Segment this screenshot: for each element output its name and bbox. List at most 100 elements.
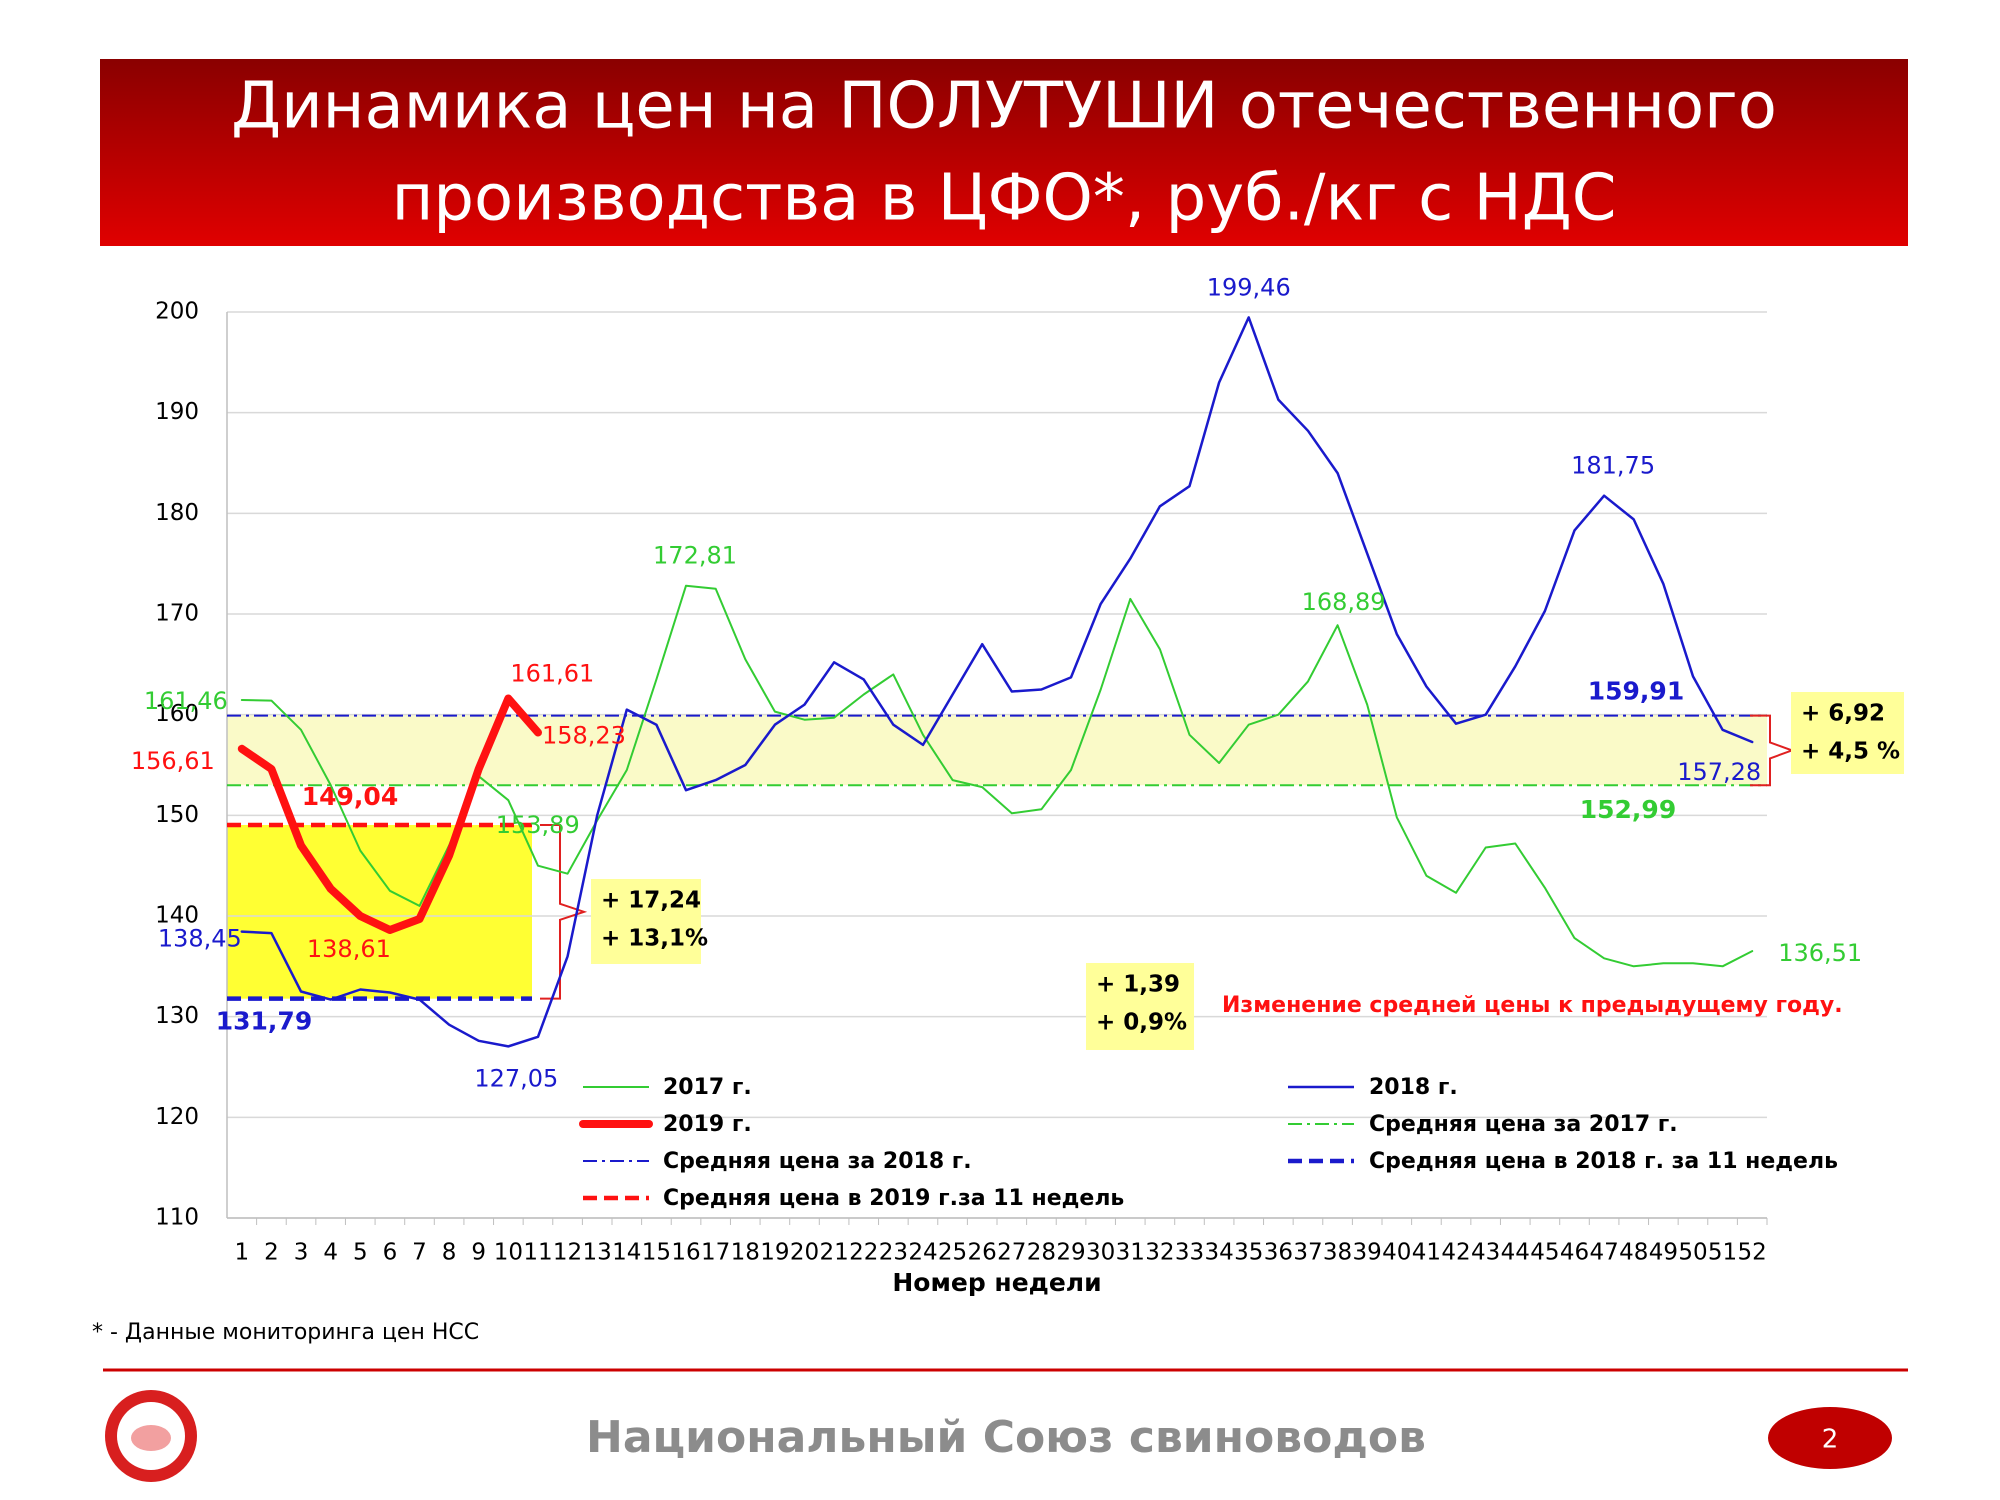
x-tick-label: 36 — [1264, 1240, 1293, 1266]
series-line — [240, 316, 1754, 1048]
x-tick-label: 21 — [819, 1240, 848, 1266]
x-tick-label: 41 — [1412, 1240, 1441, 1266]
x-tick-label: 7 — [412, 1240, 427, 1266]
change-box — [1791, 692, 1904, 774]
x-tick-label: 29 — [1056, 1240, 1085, 1266]
note: Изменение средней цены к предыдущему год… — [1222, 993, 1843, 1018]
x-tick-label: 4 — [323, 1240, 338, 1266]
y-tick-label: 140 — [155, 903, 199, 929]
short-average-band — [227, 824, 532, 999]
y-tick-label: 180 — [155, 500, 199, 526]
x-tick-label: 8 — [442, 1240, 457, 1266]
change-text: + 4,5 % — [1801, 739, 1900, 765]
change-box — [1086, 963, 1194, 1050]
x-tick-label: 15 — [642, 1240, 671, 1266]
x-tick-label: 51 — [1708, 1240, 1737, 1266]
x-tick-label: 11 — [523, 1240, 552, 1266]
reference-label: 152,99 — [1580, 795, 1676, 824]
data-label: 199,46 — [1207, 273, 1291, 301]
x-tick-label: 34 — [1204, 1240, 1233, 1266]
x-tick-label: 33 — [1175, 1240, 1204, 1266]
x-tick-label: 14 — [612, 1240, 641, 1266]
change-text: + 13,1% — [601, 926, 708, 952]
x-tick-label: 17 — [701, 1240, 730, 1266]
change-box — [591, 879, 701, 964]
logo — [105, 1390, 197, 1482]
x-tick-label: 50 — [1678, 1240, 1707, 1266]
x-tick-label: 47 — [1589, 1240, 1618, 1266]
data-label: 168,89 — [1302, 588, 1386, 616]
data-label: 172,81 — [653, 542, 737, 570]
x-tick-label: 35 — [1234, 1240, 1263, 1266]
reference-label: 159,91 — [1588, 677, 1684, 706]
x-tick-label: 43 — [1471, 1240, 1500, 1266]
x-tick-label: 24 — [908, 1240, 937, 1266]
y-tick-label: 130 — [155, 1003, 199, 1029]
x-tick-label: 12 — [553, 1240, 582, 1266]
average-band — [227, 715, 1767, 786]
legend-label: 2019 г. — [663, 1112, 752, 1137]
legend-label: Средняя цена в 2019 г.за 11 недель — [663, 1186, 1124, 1211]
change-bracket — [540, 823, 588, 1000]
y-tick-label: 110 — [155, 1205, 199, 1231]
series-line — [237, 694, 542, 934]
page-number: 2 — [1822, 1425, 1839, 1455]
data-label: 161,61 — [510, 659, 594, 687]
header-band — [100, 59, 1908, 246]
change-text: + 6,92 — [1801, 701, 1885, 727]
series-line — [240, 584, 1754, 968]
legend-label: Средняя цена за 2018 г. — [663, 1149, 972, 1174]
x-tick-label: 49 — [1649, 1240, 1678, 1266]
y-tick-label: 200 — [155, 299, 199, 325]
data-label: 158,23 — [542, 721, 626, 749]
x-tick-label: 44 — [1501, 1240, 1530, 1266]
x-tick-label: 10 — [494, 1240, 523, 1266]
data-label: 136,51 — [1778, 939, 1862, 967]
y-tick-label: 150 — [155, 802, 199, 828]
x-tick-label: 27 — [997, 1240, 1026, 1266]
footer-organization: Национальный Союз свиноводов — [586, 1412, 1426, 1463]
data-label: 157,28 — [1677, 758, 1761, 786]
data-label: 161,46 — [144, 687, 228, 715]
x-tick-label: 38 — [1323, 1240, 1352, 1266]
data-label: 181,75 — [1571, 452, 1655, 480]
x-tick-label: 48 — [1619, 1240, 1648, 1266]
x-tick-label: 40 — [1382, 1240, 1411, 1266]
x-tick-label: 26 — [968, 1240, 997, 1266]
x-tick-label: 5 — [353, 1240, 368, 1266]
x-tick-label: 45 — [1530, 1240, 1559, 1266]
x-tick-label: 2 — [264, 1240, 279, 1266]
x-tick-label: 18 — [731, 1240, 760, 1266]
x-tick-label: 30 — [1086, 1240, 1115, 1266]
data-label: 153,89 — [496, 811, 580, 839]
x-tick-label: 52 — [1738, 1240, 1767, 1266]
title-line: Динамика цен на ПОЛУТУШИ отечественного — [231, 70, 1777, 144]
y-tick-label: 170 — [155, 601, 199, 627]
x-tick-label: 23 — [879, 1240, 908, 1266]
change-text: + 0,9% — [1096, 1010, 1187, 1036]
data-label: 156,61 — [131, 747, 215, 775]
x-tick-label: 13 — [583, 1240, 612, 1266]
reference-label: 149,04 — [302, 782, 398, 811]
y-tick-label: 190 — [155, 399, 199, 425]
x-tick-label: 37 — [1293, 1240, 1322, 1266]
x-tick-label: 1 — [234, 1240, 249, 1266]
x-axis-label: Номер недели — [892, 1268, 1101, 1297]
reference-label: 131,79 — [216, 1007, 312, 1036]
y-tick-label: 120 — [155, 1104, 199, 1130]
data-label: 138,61 — [307, 935, 391, 963]
legend-label: Средняя цена в 2018 г. за 11 недель — [1369, 1149, 1838, 1174]
footnote: * - Данные мониторинга цен НСС — [92, 1320, 479, 1345]
x-tick-label: 9 — [471, 1240, 486, 1266]
x-tick-label: 20 — [790, 1240, 819, 1266]
page-badge — [1768, 1407, 1892, 1469]
x-tick-label: 32 — [1145, 1240, 1174, 1266]
x-tick-label: 31 — [1116, 1240, 1145, 1266]
x-tick-label: 6 — [383, 1240, 398, 1266]
x-tick-label: 39 — [1353, 1240, 1382, 1266]
y-tick-label: 160 — [155, 701, 199, 727]
x-tick-label: 16 — [671, 1240, 700, 1266]
